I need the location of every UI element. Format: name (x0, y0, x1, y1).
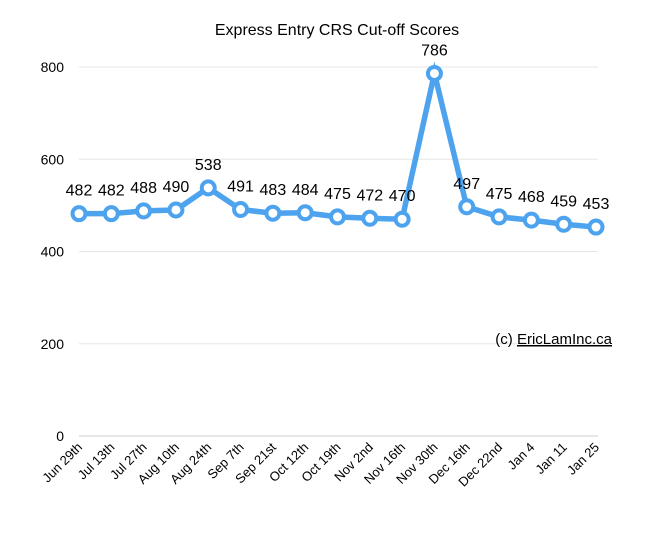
gridlines (79, 66, 598, 437)
data-point (458, 198, 476, 216)
data-point (329, 208, 346, 226)
data-point (555, 215, 573, 233)
data-label: 497 (453, 176, 480, 193)
data-point (522, 211, 540, 229)
data-label: 470 (389, 188, 416, 205)
credit-link[interactable]: EricLamInc.ca (517, 331, 613, 348)
data-point (102, 205, 120, 223)
data-label: 786 (421, 42, 448, 59)
data-points (70, 64, 605, 236)
y-tick-label: 0 (56, 428, 64, 444)
y-tick-label: 600 (41, 151, 65, 167)
data-labels: 482 482 488 490 538 491 483 484 475 472 470 786 497 4… (66, 42, 610, 213)
y-tick-label: 200 (41, 336, 65, 352)
data-label: 483 (260, 182, 287, 199)
copyright-credit: (c) EricLamInc.ca (495, 331, 612, 348)
data-label: 475 (324, 186, 351, 203)
credit-prefix: (c) (495, 331, 517, 348)
data-label: 459 (550, 193, 577, 210)
data-label: 475 (486, 186, 513, 203)
data-label: 472 (356, 187, 383, 204)
data-point (296, 204, 314, 222)
data-point (361, 209, 379, 227)
x-tick-label: Jan 11 (532, 440, 570, 478)
data-label: 491 (227, 179, 254, 196)
data-point (587, 218, 605, 236)
data-point (425, 64, 443, 82)
data-point (393, 210, 411, 228)
data-point (70, 205, 88, 223)
x-tick-label: Jun 29th (39, 440, 85, 486)
data-label: 538 (195, 157, 222, 174)
data-point (135, 202, 153, 220)
y-tick-label: 400 (41, 244, 65, 260)
data-point (199, 179, 217, 197)
data-label: 482 (66, 183, 93, 200)
data-point (490, 208, 508, 226)
data-label: 484 (292, 182, 319, 199)
data-label: 453 (583, 196, 610, 213)
data-label: 468 (518, 189, 545, 206)
chart-title: Express Entry CRS Cut-off Scores (215, 22, 459, 39)
y-tick-label: 800 (41, 59, 65, 75)
x-tick-label: Jan 25 (564, 440, 602, 478)
data-label: 482 (98, 183, 125, 200)
y-axis-ticks: 0 200 400 600 800 (41, 59, 65, 444)
data-label: 488 (130, 180, 157, 197)
data-point (167, 201, 185, 219)
data-point (264, 204, 282, 222)
data-point (232, 201, 250, 219)
data-label: 490 (163, 179, 190, 196)
